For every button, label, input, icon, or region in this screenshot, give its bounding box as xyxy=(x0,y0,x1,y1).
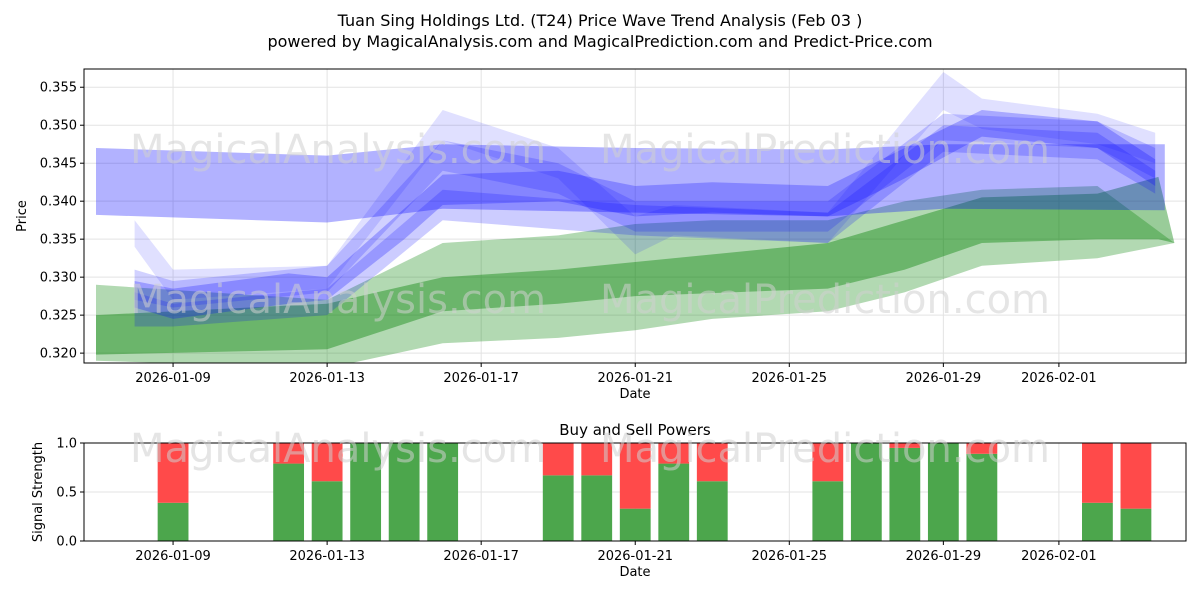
buy-bar xyxy=(696,481,728,541)
x-tick-label: 2026-01-13 xyxy=(289,371,365,386)
watermark-analysis-2: MagicalAnalysis.com xyxy=(130,277,546,323)
x-tick-label: 2026-02-01 xyxy=(1021,371,1097,386)
buy-bar xyxy=(427,443,459,541)
x-tick-label: 2026-01-29 xyxy=(906,371,982,386)
y-axis-label: Signal Strength xyxy=(31,442,46,542)
sell-bar xyxy=(658,443,690,464)
watermark-analysis-3: MagicalAnalysis.com xyxy=(130,426,546,472)
buy-bar xyxy=(388,443,420,541)
sell-bar xyxy=(1082,443,1113,503)
green-outer-band xyxy=(96,186,1175,363)
buy-bar xyxy=(658,463,690,541)
y-tick-label: 0.330 xyxy=(40,271,77,286)
x-axis-label: Date xyxy=(619,565,650,580)
sell-bar xyxy=(157,443,189,503)
sell-bar xyxy=(581,443,613,476)
buy-bar xyxy=(311,481,343,541)
watermark-prediction: MagicalPrediction.com xyxy=(600,127,1050,173)
x-tick-label: 2026-02-01 xyxy=(1021,549,1097,564)
buy-bar xyxy=(812,481,844,541)
subplot-title: Buy and Sell Powers xyxy=(559,421,711,439)
buy-sell-plot: 0.0 0.5 1.0 2026-01-09 2026-01-13 2026-01-17 2… xyxy=(31,421,1187,580)
price-wave-plot: 0.320 0.325 0.330 0.335 0.340 0.345 0.350 0.355… xyxy=(15,68,1187,402)
buy-bar xyxy=(966,453,998,541)
plot-frame xyxy=(83,442,1187,542)
buy-bar xyxy=(1120,508,1152,541)
buy-bar xyxy=(1082,502,1113,541)
x-tick-label: 2026-01-21 xyxy=(597,549,673,564)
sell-bar xyxy=(696,443,728,482)
x-tick-label: 2026-01-17 xyxy=(443,549,519,564)
y-tick-label: 0.5 xyxy=(56,486,77,501)
x-tick-label: 2026-01-13 xyxy=(289,549,365,564)
sell-bar xyxy=(311,443,343,482)
wave-bands xyxy=(96,72,1175,363)
buy-bar xyxy=(619,508,651,541)
x-tick-label: 2026-01-21 xyxy=(597,371,673,386)
buy-bar xyxy=(350,443,382,541)
y-tick-label: 0.345 xyxy=(40,157,77,172)
watermark-prediction-2: MagicalPrediction.com xyxy=(600,277,1050,323)
chart-subtitle: powered by MagicalAnalysis.com and Magic… xyxy=(267,32,932,51)
sell-bar xyxy=(889,443,921,448)
x-tick-label: 2026-01-25 xyxy=(752,371,828,386)
x-tick-label: 2026-01-17 xyxy=(443,371,519,386)
buy-bar xyxy=(273,463,305,541)
buy-bar xyxy=(542,475,574,541)
blue-wide-band xyxy=(96,144,1165,223)
chart-title: Tuan Sing Holdings Ltd. (T24) Price Wave… xyxy=(337,11,863,30)
sell-bar xyxy=(542,443,574,476)
green-inner-band xyxy=(96,176,1175,355)
buy-bar xyxy=(850,443,882,541)
y-tick-label: 0.355 xyxy=(40,81,77,96)
blue-wave-3-band xyxy=(134,110,1156,319)
y-tick-label: 0.325 xyxy=(40,309,77,324)
blue-wave-4-band xyxy=(134,125,1156,327)
buy-bar xyxy=(927,443,959,541)
y-tick-label: 0.335 xyxy=(40,233,77,248)
sell-bar xyxy=(966,443,998,454)
x-tick-label: 2026-01-29 xyxy=(906,549,982,564)
sell-bar xyxy=(1120,443,1152,509)
buy-bar xyxy=(889,447,921,541)
watermark-prediction-3: MagicalPrediction.com xyxy=(600,426,1050,472)
y-tick-label: 0.320 xyxy=(40,347,77,362)
x-tick-label: 2026-01-25 xyxy=(752,549,828,564)
blue-wave-1-band xyxy=(134,72,1156,300)
sell-bar xyxy=(812,443,844,482)
buy-bar xyxy=(581,475,613,541)
sell-bar xyxy=(619,443,651,509)
x-tick-label: 2026-01-09 xyxy=(135,549,211,564)
y-tick-label: 0.350 xyxy=(40,119,77,134)
y-tick-label: 0.0 xyxy=(56,535,77,550)
watermark-analysis: MagicalAnalysis.com xyxy=(130,127,546,173)
plot-frame xyxy=(83,68,1187,364)
y-tick-label: 1.0 xyxy=(56,437,77,452)
y-tick-label: 0.340 xyxy=(40,195,77,210)
blue-wave-2-band xyxy=(134,113,1156,308)
y-axis-label: Price xyxy=(15,200,30,232)
buy-bar xyxy=(157,502,189,541)
sell-bar xyxy=(273,443,305,464)
x-tick-label: 2026-01-09 xyxy=(135,371,211,386)
x-axis-label: Date xyxy=(619,387,650,402)
